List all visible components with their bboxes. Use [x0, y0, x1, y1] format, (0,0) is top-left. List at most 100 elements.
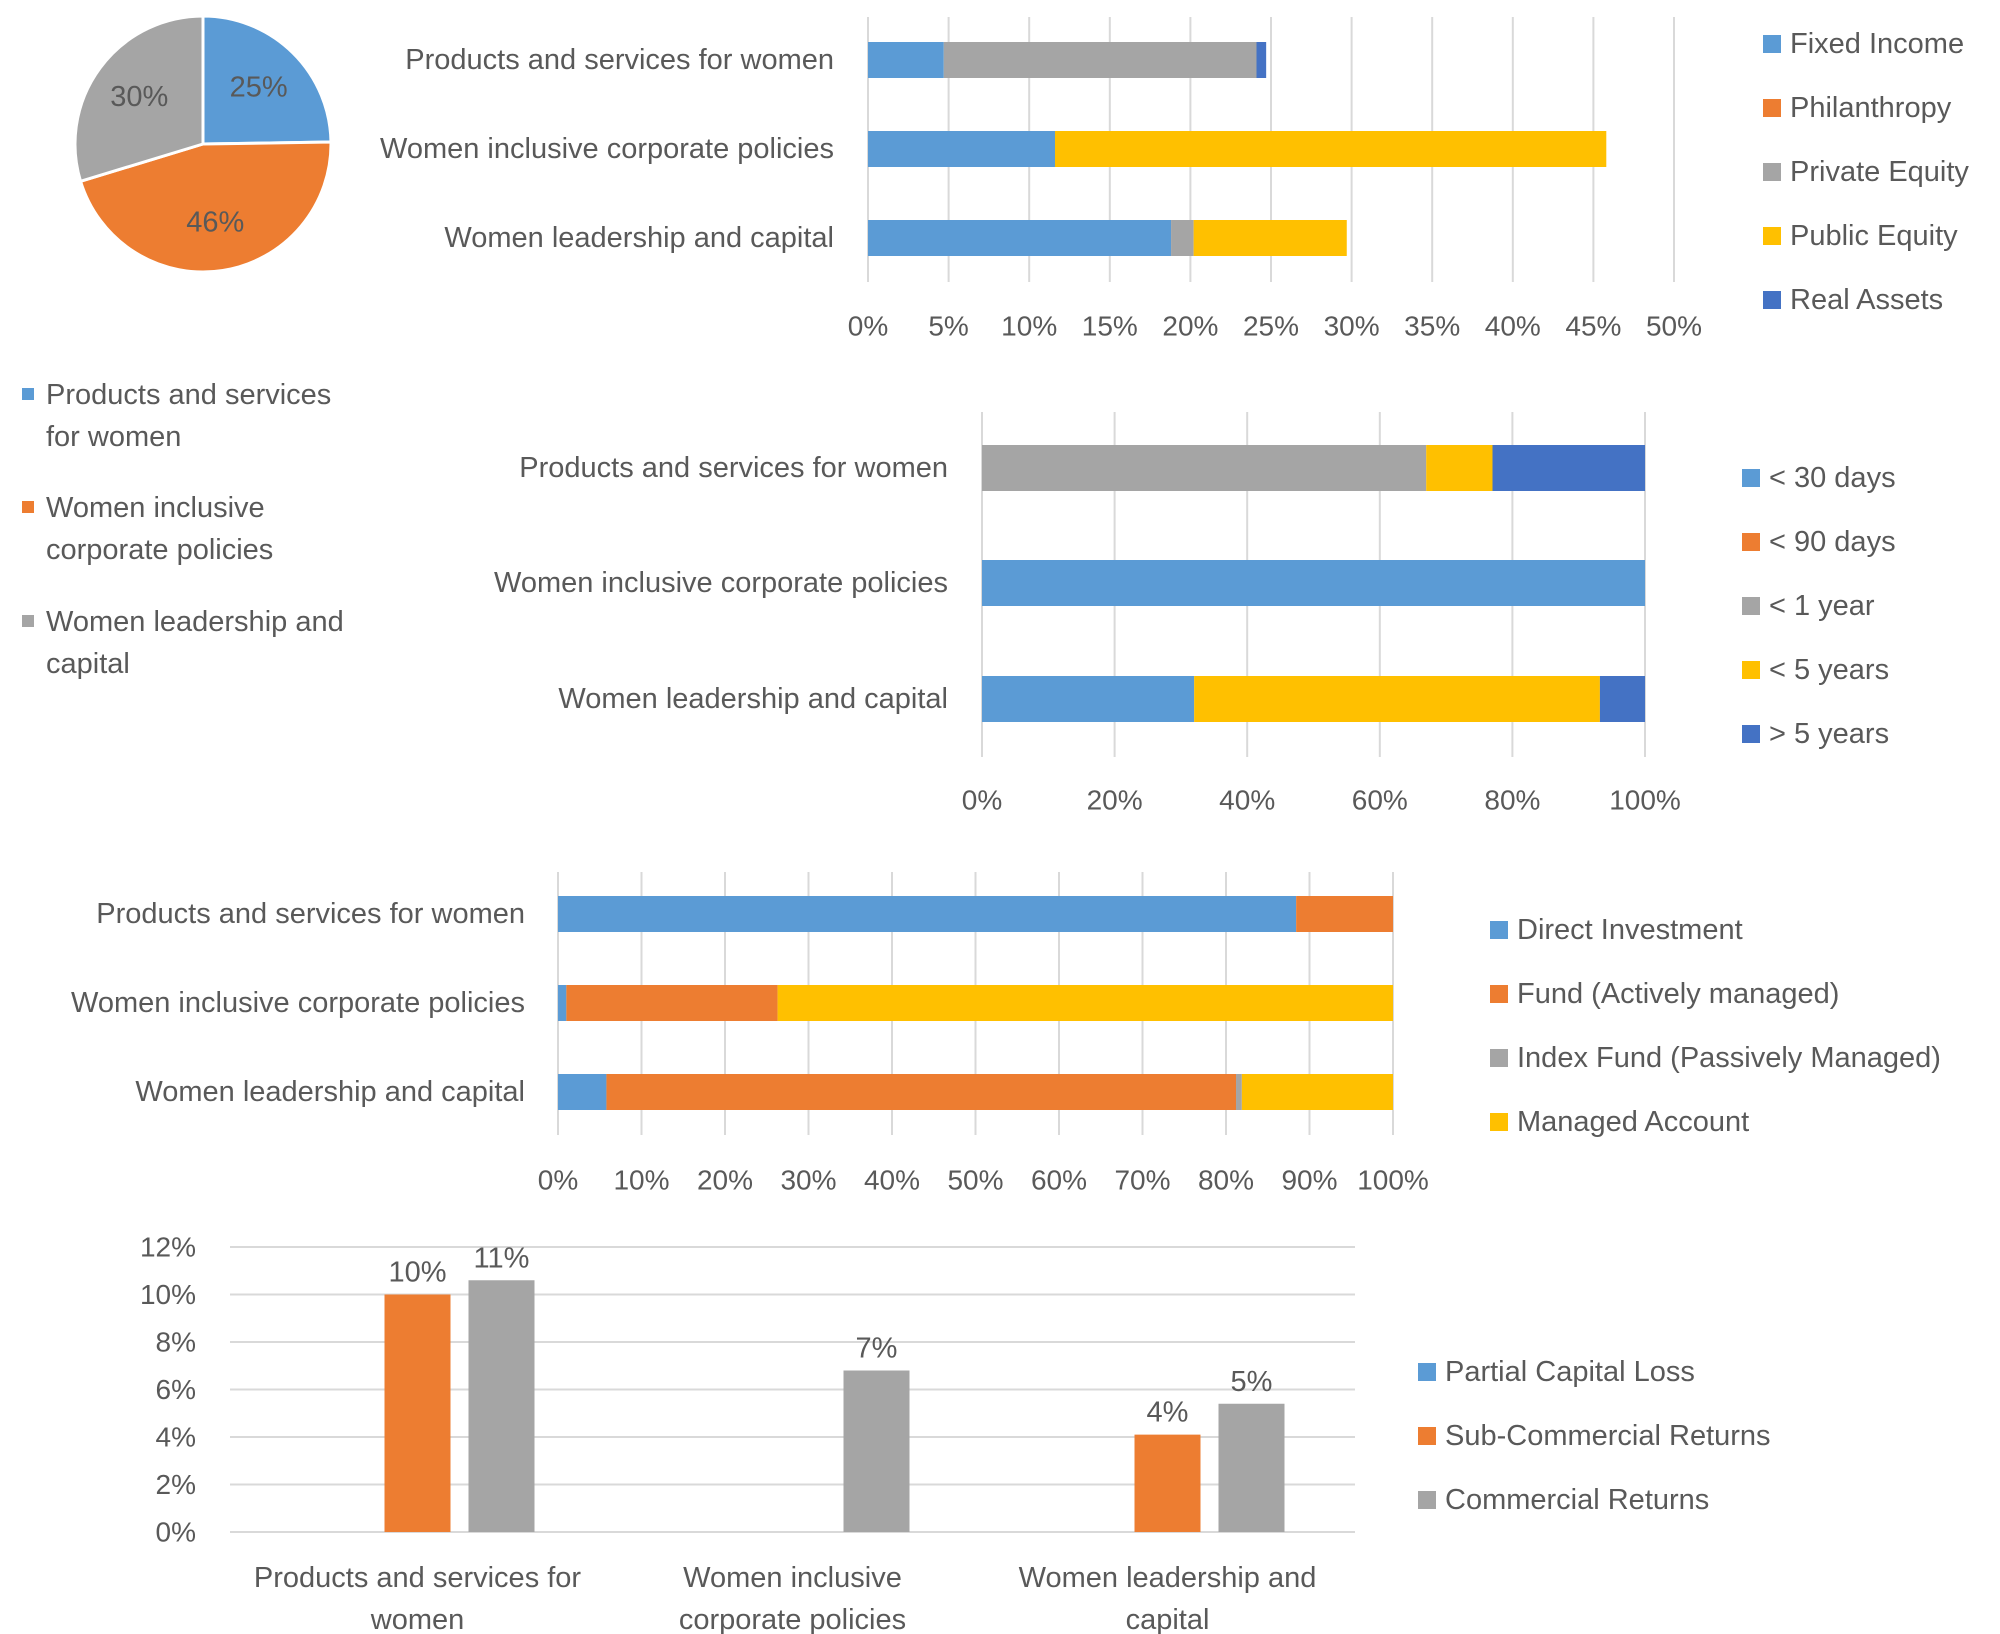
bar-direct-investment	[558, 985, 567, 1021]
x-tick-label: 0%	[962, 785, 1002, 816]
legend-swatch	[1490, 985, 1508, 1003]
legend-label: Public Equity	[1790, 220, 1958, 252]
legend-label: Private Equity	[1790, 156, 1969, 188]
bar-real-assets	[1256, 42, 1267, 78]
x-tick-label: 50%	[947, 1165, 1003, 1196]
legend-label: < 30 days	[1769, 462, 1896, 494]
data-label: 10%	[388, 1257, 446, 1289]
x-tick-label: 40%	[1219, 785, 1275, 816]
bar-index-fund-passively-managed-	[1236, 1074, 1242, 1110]
category-label: capital	[1126, 1604, 1210, 1634]
legend-swatch	[1763, 291, 1781, 309]
x-tick-label: 100%	[1609, 785, 1681, 816]
legend-label: Partial Capital Loss	[1445, 1356, 1695, 1388]
bar-direct-investment	[558, 896, 1297, 932]
category-label: Women inclusive corporate policies	[71, 987, 525, 1019]
bar-fund-actively-managed-	[1296, 896, 1393, 932]
legend-swatch	[1742, 533, 1760, 551]
bar--5-years	[1492, 445, 1645, 491]
category-label: Women leadership and capital	[135, 1076, 525, 1108]
legend-swatch	[1418, 1427, 1436, 1445]
x-tick-label: 0%	[538, 1165, 578, 1196]
data-label: 4%	[1147, 1397, 1189, 1429]
legend-label: Direct Investment	[1517, 914, 1743, 946]
y-tick-label: 6%	[156, 1374, 196, 1405]
legend-swatch	[1742, 469, 1760, 487]
bar--5-years	[1194, 676, 1600, 722]
bar--5-years	[1599, 676, 1645, 722]
x-tick-label: 60%	[1352, 785, 1408, 816]
category-label: Products and services for	[254, 1562, 582, 1594]
category-label: corporate policies	[679, 1604, 906, 1634]
legend-label: Real Assets	[1790, 284, 1943, 316]
legend-swatch	[1742, 725, 1760, 743]
legend-label: > 5 years	[1769, 718, 1889, 750]
bar-commercial-returns	[843, 1370, 910, 1532]
bar-fixed-income	[868, 131, 1055, 167]
category-label: Women inclusive corporate policies	[494, 567, 948, 599]
legend-swatch	[1763, 35, 1781, 53]
category-label: Women leadership and	[1019, 1562, 1317, 1594]
x-tick-label: 10%	[1001, 311, 1057, 342]
bar--30-days	[982, 560, 1645, 606]
legend-label: Managed Account	[1517, 1106, 1749, 1138]
legend-label: Fund (Actively managed)	[1517, 978, 1839, 1010]
legend-swatch	[1490, 921, 1508, 939]
chart-allocation-pie: 25% 46% 30% Products and services for women W…	[22, 14, 344, 680]
legend-label: Commercial Returns	[1445, 1484, 1709, 1516]
pie-slice	[73, 14, 205, 184]
pie-slice	[78, 140, 333, 274]
category-label: Women inclusive corporate policies	[380, 133, 834, 165]
x-tick-label: 35%	[1404, 311, 1460, 342]
category-label: Women leadership and capital	[558, 683, 948, 715]
bar-public-equity	[1193, 220, 1347, 256]
x-tick-label: 100%	[1357, 1165, 1429, 1196]
x-tick-label: 20%	[1162, 311, 1218, 342]
category-label: Products and services for women	[519, 452, 948, 484]
x-tick-label: 10%	[613, 1165, 669, 1196]
chart-asset-class: 0% 5% 10% 15% 20% 25% 30% 35% 40% 45% 50% Products …	[380, 17, 1969, 342]
legend-label: < 90 days	[1769, 526, 1896, 558]
legend-swatch	[22, 501, 34, 513]
x-tick-label: 80%	[1484, 785, 1540, 816]
legend-label: Products and services for women	[46, 379, 331, 453]
y-tick-label: 4%	[156, 1422, 196, 1453]
category-label: Women inclusive	[683, 1562, 902, 1594]
bar-fixed-income	[868, 42, 944, 78]
legend-label: < 1 year	[1769, 590, 1875, 622]
chart-time-horizon: 0% 20% 40% 60% 80% 100% Products and services …	[494, 412, 1896, 816]
bar--5-years	[1426, 445, 1493, 491]
legend-swatch	[1763, 99, 1781, 117]
bar-direct-investment	[558, 1074, 607, 1110]
legend-label: Fixed Income	[1790, 28, 1964, 60]
y-tick-label: 2%	[156, 1469, 196, 1500]
bar-fixed-income	[868, 220, 1172, 256]
x-tick-label: 40%	[864, 1165, 920, 1196]
bar-fund-actively-managed-	[606, 1074, 1237, 1110]
bar-commercial-returns	[1218, 1403, 1285, 1532]
bar-sub-commercial-returns	[1134, 1434, 1201, 1532]
bar-public-equity	[1054, 131, 1607, 167]
y-tick-label: 8%	[156, 1327, 196, 1358]
x-tick-label: 25%	[1243, 311, 1299, 342]
data-label: 5%	[1231, 1366, 1273, 1398]
bar-managed-account	[1241, 1074, 1393, 1110]
legend-swatch	[1742, 661, 1760, 679]
legend-label: < 5 years	[1769, 654, 1889, 686]
y-tick-label: 0%	[156, 1517, 196, 1548]
x-tick-label: 40%	[1485, 311, 1541, 342]
category-label: women	[370, 1604, 465, 1634]
legend-swatch	[22, 388, 34, 400]
legend-swatch	[1490, 1113, 1508, 1131]
x-tick-label: 45%	[1565, 311, 1621, 342]
x-tick-label: 70%	[1114, 1165, 1170, 1196]
bar--30-days	[982, 676, 1195, 722]
legend-swatch	[1763, 163, 1781, 181]
y-tick-label: 12%	[140, 1232, 196, 1263]
bar-fund-actively-managed-	[566, 985, 778, 1021]
x-tick-label: 30%	[780, 1165, 836, 1196]
x-tick-label: 50%	[1646, 311, 1702, 342]
bar-managed-account	[777, 985, 1393, 1021]
pie-slice	[201, 14, 333, 146]
